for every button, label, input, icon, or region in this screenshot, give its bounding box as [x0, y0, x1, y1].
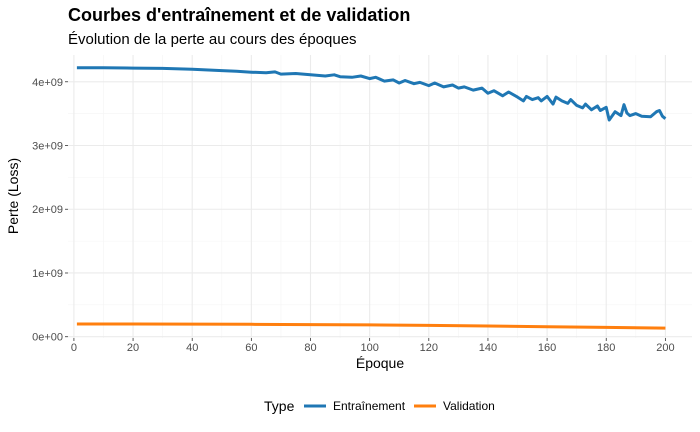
y-tick-label: 2e+09	[32, 204, 63, 216]
x-tick-label: 0	[71, 342, 77, 354]
x-tick-label: 180	[597, 342, 615, 354]
y-tick-label: 0e+00	[32, 332, 63, 344]
x-tick-label: 120	[420, 342, 438, 354]
x-axis-title: Époque	[356, 355, 404, 371]
x-tick-label: 80	[304, 342, 316, 354]
y-axis-title: Perte (Loss)	[5, 158, 21, 234]
y-tick-label: 4e+09	[32, 77, 63, 89]
y-tick-label: 1e+09	[32, 268, 63, 280]
x-tick-label: 40	[186, 342, 198, 354]
train-loss-line	[76, 66, 667, 122]
legend-label-val: Validation	[443, 399, 495, 413]
x-tick-label: 100	[360, 342, 378, 354]
x-tick-label: 60	[245, 342, 257, 354]
minor-gridlines	[68, 55, 692, 338]
x-tick-label: 200	[656, 342, 674, 354]
y-tick-label: 3e+09	[32, 141, 63, 153]
series-layer	[76, 66, 667, 330]
x-tick-label: 160	[538, 342, 556, 354]
legend-label-train: Entraînement	[333, 399, 406, 413]
validation-loss-line	[76, 322, 666, 330]
chart-title: Courbes d'entraînement et de validation	[68, 5, 411, 25]
legend: Type Entraînement Validation	[264, 398, 495, 414]
tick-labels: 0 20 40 60 80 100 120 140 160 180 200 0e+00 1e+09 2e+…	[32, 77, 674, 354]
x-tick-label: 20	[127, 342, 139, 354]
chart-subtitle: Évolution de la perte au cours des époqu…	[68, 31, 357, 48]
x-tick-label: 140	[479, 342, 497, 354]
legend-title: Type	[264, 398, 295, 414]
major-gridlines	[65, 55, 692, 341]
